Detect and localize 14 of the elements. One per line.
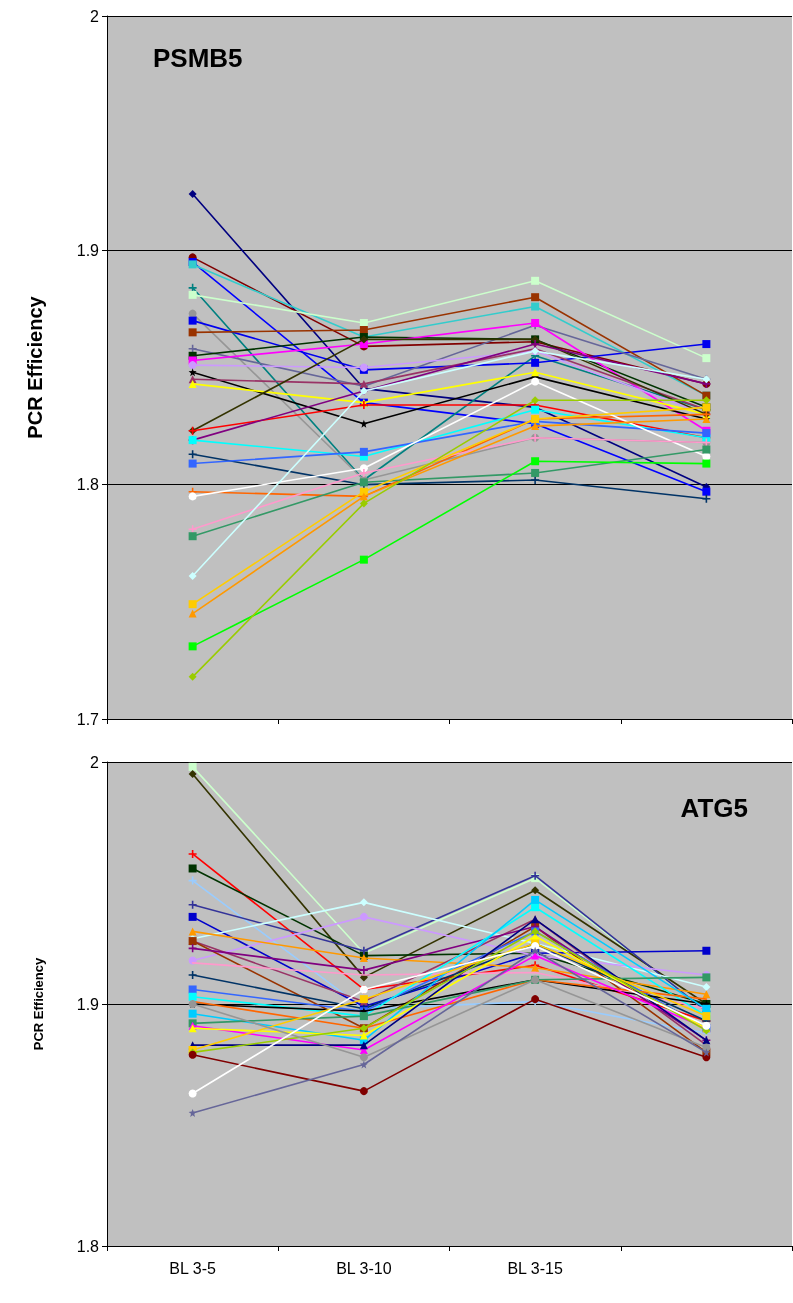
text: ATG5 <box>680 793 749 823</box>
text: PSMB5 <box>153 43 243 73</box>
x-tick-label: BL 3-10 <box>336 1259 392 1277</box>
y-tick-label: 2 <box>90 753 100 771</box>
y-tick-label: 2 <box>90 7 100 25</box>
y-tick-label: 1.9 <box>76 241 100 259</box>
y-axis-title: PCR Efficiency <box>31 957 46 1051</box>
y-tick-label: 1.7 <box>76 710 100 728</box>
y-axis-title: PCR Efficiency <box>24 295 46 439</box>
y-tick-label: 1.8 <box>76 476 100 494</box>
x-tick-label: BL 3-5 <box>169 1259 216 1277</box>
y-tick-label: 1.8 <box>76 1237 100 1255</box>
y-tick-label: 1.9 <box>76 995 100 1013</box>
x-tick-label: BL 3-15 <box>507 1259 563 1277</box>
